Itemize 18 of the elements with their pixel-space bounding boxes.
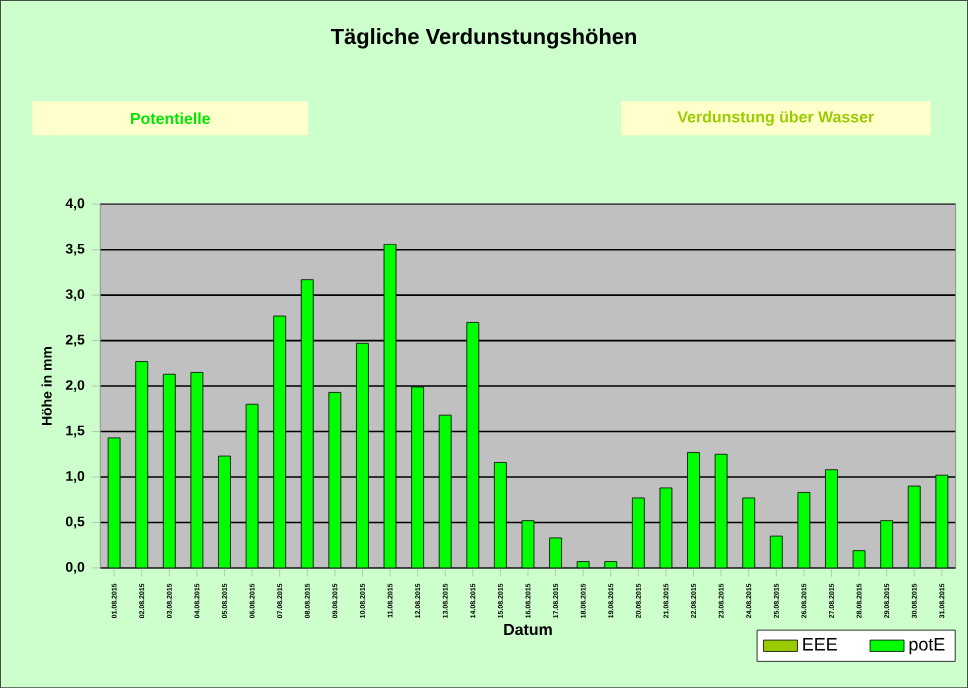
bar — [328, 391, 342, 568]
bar — [687, 451, 700, 568]
legend-label: potE — [909, 638, 945, 655]
legend-label: EEE — [803, 638, 837, 651]
chart-title: Tägliche Verdunstungshöhen — [330, 28, 636, 49]
bar — [218, 455, 231, 568]
bar — [825, 469, 838, 568]
bar — [300, 279, 314, 568]
bar — [907, 485, 921, 568]
bar — [493, 461, 507, 568]
bar — [162, 373, 176, 568]
bar — [935, 474, 949, 568]
bar — [135, 361, 149, 568]
bar — [438, 414, 452, 568]
bar — [466, 321, 480, 568]
bar — [356, 342, 369, 568]
bar — [273, 315, 287, 568]
bar — [411, 386, 425, 568]
